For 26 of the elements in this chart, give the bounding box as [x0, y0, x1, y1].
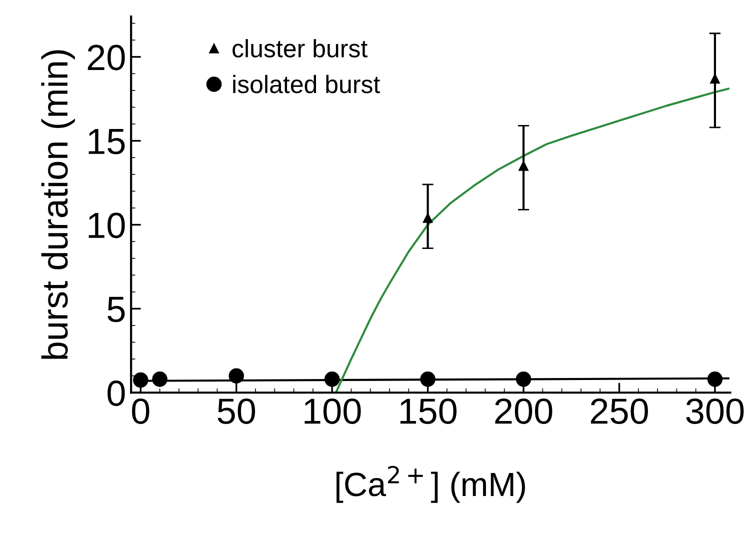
x-tick-label: 100 [304, 398, 361, 424]
point [228, 368, 244, 384]
y-tick-label: 5 [108, 296, 125, 322]
point [324, 372, 340, 387]
x-tick-label: 250 [590, 398, 648, 424]
y-tick-label: 20 [88, 44, 125, 70]
legend-label: cluster burst [232, 39, 368, 58]
y-axis-title: burst duration (min) [41, 50, 75, 359]
point [516, 372, 532, 387]
x-tick-label: 50 [218, 398, 256, 424]
legend-label: isolated burst [233, 74, 380, 94]
y-tick-label: 10 [88, 212, 125, 238]
x-tick-label: 0 [132, 398, 150, 424]
point [422, 213, 433, 223]
point [152, 372, 168, 387]
x-axis-title: [Ca$^{2+}$] (mM) [336, 466, 525, 503]
x-tick-label: 200 [495, 398, 552, 424]
point [707, 372, 723, 387]
x-tick-label: 300 [686, 398, 744, 424]
y-tick-label: 0 [108, 380, 125, 406]
point [518, 161, 528, 171]
point [710, 74, 720, 84]
point [133, 372, 148, 388]
y-tick-label: 15 [88, 129, 125, 154]
point [420, 372, 436, 387]
x-tick-label: 150 [400, 398, 457, 424]
